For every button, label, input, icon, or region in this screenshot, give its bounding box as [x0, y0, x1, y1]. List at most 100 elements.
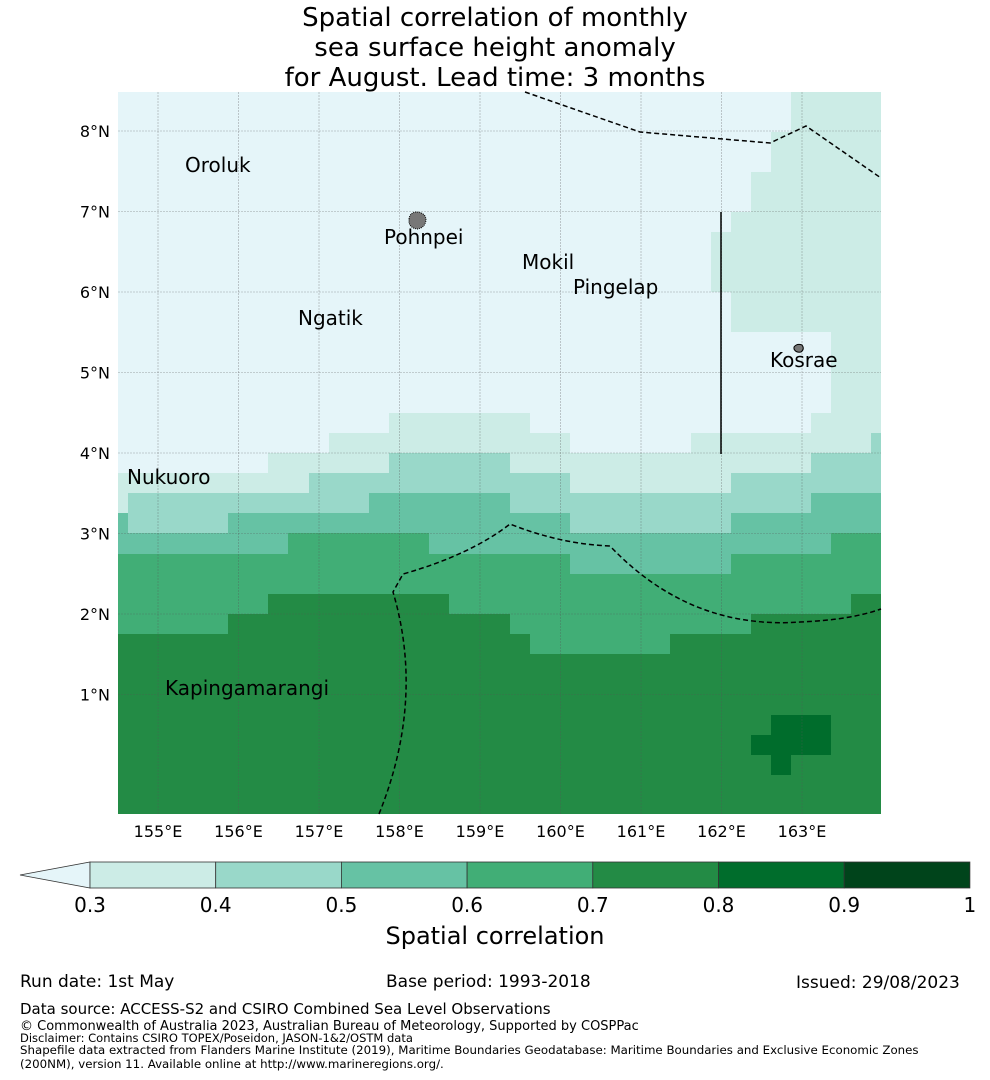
correlation-cell — [228, 513, 570, 533]
colorbar-segment — [592, 861, 719, 889]
lon-tick-label: 155°E — [134, 822, 183, 841]
place-label-pingelap: Pingelap — [573, 275, 658, 299]
colorbar-tick-label: 0.4 — [200, 893, 232, 917]
correlation-cell — [510, 453, 811, 473]
correlation-cell — [268, 594, 449, 614]
correlation-cell — [771, 755, 791, 775]
place-label-pohnpei: Pohnpei — [384, 225, 464, 249]
correlation-cell — [128, 513, 228, 533]
correlation-cell — [118, 614, 228, 634]
kosrae-island — [793, 343, 804, 353]
correlation-cell — [751, 735, 831, 755]
place-label-oroluk: Oroluk — [185, 153, 251, 177]
correlation-cell — [570, 513, 731, 533]
colorbar-tick-labels: 0.3 0.4 0.5 0.6 0.7 0.8 0.9 1 — [74, 893, 976, 917]
correlation-cell — [731, 212, 881, 232]
correlation-cell — [118, 654, 881, 814]
correlation-cell — [530, 634, 670, 654]
correlation-cell — [118, 594, 268, 614]
lon-tick-label: 161°E — [617, 822, 666, 841]
correlation-cell — [510, 614, 751, 634]
lon-tick-label: 157°E — [295, 822, 344, 841]
colorbar-segment — [215, 861, 342, 889]
shapefile-credit-1: Shapefile data extracted from Flanders M… — [20, 1043, 919, 1057]
colorbar-tick-label: 0.7 — [577, 893, 609, 917]
correlation-cell — [751, 172, 881, 212]
shapefile-credit-2: (200NM), version 11. Available online at… — [20, 1057, 444, 1071]
place-label-kapingamarangi: Kapingamarangi — [165, 676, 329, 700]
issued-date: Issued: 29/08/2023 — [796, 973, 960, 993]
correlation-cell — [811, 413, 881, 433]
eez-boundary-north — [524, 91, 882, 179]
correlation-cell — [731, 292, 881, 332]
base-period: Base period: 1993-2018 — [386, 972, 591, 992]
island-shapes — [408, 211, 804, 353]
colorbar-tick-label: 0.5 — [325, 893, 357, 917]
correlation-cell — [570, 554, 731, 574]
lon-tick-label: 162°E — [697, 822, 746, 841]
correlation-cell — [389, 453, 510, 473]
title-line-1: Spatial correlation of monthly — [302, 3, 688, 33]
correlation-cell — [831, 533, 881, 554]
correlation-cell — [670, 634, 881, 654]
correlation-cell — [691, 433, 871, 453]
correlation-cell — [731, 473, 881, 493]
pohnpei-island — [408, 211, 427, 230]
eez-boundary-south — [378, 523, 882, 815]
lat-tick-label: 7°N — [80, 203, 110, 222]
correlation-grid — [118, 92, 881, 814]
correlation-cell — [851, 373, 881, 393]
lat-tick-label: 6°N — [80, 283, 110, 302]
disclaimer: Disclaimer: Contains CSIRO TOPEX/Poseido… — [20, 1031, 413, 1045]
lon-tick-label: 159°E — [456, 822, 505, 841]
correlation-cell — [811, 453, 881, 473]
colorbar-extend-arrow — [19, 861, 91, 889]
lat-tick-label: 3°N — [80, 525, 110, 544]
place-label-kosrae: Kosrae — [770, 348, 838, 372]
data-source: Data source: ACCESS-S2 and CSIRO Combine… — [20, 1000, 551, 1018]
correlation-cell — [118, 634, 530, 654]
correlation-cell — [118, 513, 128, 533]
colorbar-segment — [89, 861, 217, 889]
lon-tick-label: 156°E — [214, 822, 263, 841]
correlation-cell — [711, 232, 881, 292]
title-line-2: sea surface height anomaly — [314, 33, 676, 63]
correlation-cell — [389, 413, 530, 433]
colorbar-tick-label: 0.9 — [828, 893, 860, 917]
correlation-cell — [449, 594, 851, 614]
lat-tick-label: 5°N — [80, 364, 110, 383]
correlation-cell — [329, 433, 570, 453]
lat-tick-label: 2°N — [80, 605, 110, 624]
correlation-cell — [831, 393, 881, 413]
correlation-cell — [118, 533, 288, 554]
map-title: Spatial correlation of monthly sea surfa… — [0, 3, 990, 93]
colorbar-segment — [718, 861, 845, 889]
lon-tick-label: 158°E — [375, 822, 424, 841]
colorbar — [19, 861, 971, 889]
colorbar-tick-label: 0.3 — [74, 893, 106, 917]
lat-tick-label: 4°N — [80, 444, 110, 463]
correlation-cell — [228, 614, 510, 634]
eez-boundaries — [378, 91, 882, 815]
copyright: © Commonwealth of Australia 2023, Austra… — [20, 1019, 639, 1034]
place-label-ngatik: Ngatik — [298, 306, 363, 330]
correlation-cell — [731, 513, 881, 533]
colorbar-tick-label: 0.6 — [451, 893, 483, 917]
correlation-cell — [731, 554, 881, 574]
correlation-cell — [118, 473, 309, 493]
correlation-cell — [851, 594, 881, 614]
colorbar-segment — [340, 861, 468, 889]
colorbar-tick-label: 1 — [964, 893, 977, 917]
correlation-cell — [288, 533, 429, 554]
title-line-3: for August. Lead time: 3 months — [284, 63, 706, 93]
colorbar-segment — [466, 861, 594, 889]
lon-tick-labels: 155°E 156°E 157°E 158°E 159°E 160°E 161°E 162°E… — [134, 822, 827, 841]
lat-tick-labels: 1°N 2°N 3°N 4°N 5°N 6°N 7°N 8°N — [80, 122, 110, 705]
place-label-nukuoro: Nukuoro — [127, 465, 211, 489]
lat-tick-label: 1°N — [80, 686, 110, 705]
correlation-cell — [510, 493, 811, 513]
correlation-cell — [871, 433, 881, 453]
colorbar-segment — [843, 861, 971, 889]
correlation-cell — [268, 453, 389, 473]
